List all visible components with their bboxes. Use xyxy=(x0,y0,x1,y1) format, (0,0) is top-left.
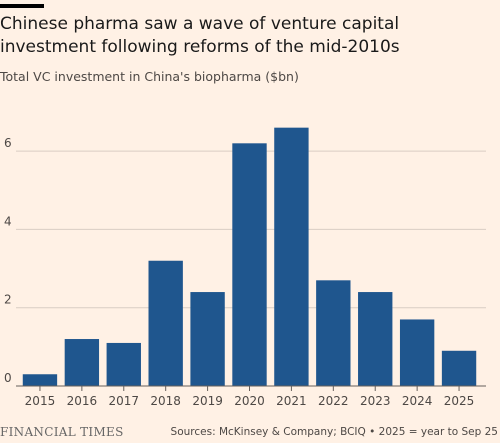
y-tick-label: 2 xyxy=(4,293,12,307)
chart-subtitle: Total VC investment in China's biopharma… xyxy=(0,69,299,84)
x-tick-label: 2016 xyxy=(67,394,98,408)
bar xyxy=(64,339,100,386)
x-tick-label: 2020 xyxy=(234,394,265,408)
bar xyxy=(190,292,225,386)
bar xyxy=(441,350,477,386)
x-tick-label: 2018 xyxy=(150,394,181,408)
x-tick-label: 2024 xyxy=(402,394,433,408)
bar xyxy=(358,292,393,386)
y-tick-label: 4 xyxy=(4,214,12,228)
x-tick-label: 2021 xyxy=(276,394,307,408)
source-note: Sources: McKinsey & Company; BCIQ • 2025… xyxy=(170,426,498,438)
y-tick-label: 6 xyxy=(4,136,12,150)
bar xyxy=(316,280,351,386)
x-tick-label: 2017 xyxy=(108,394,139,408)
y-tick-label: 0 xyxy=(4,371,12,385)
ft-bar xyxy=(0,4,44,8)
bar xyxy=(22,374,58,386)
x-tick-label: 2022 xyxy=(318,394,349,408)
x-tick-label: 2025 xyxy=(444,394,475,408)
bar xyxy=(106,342,141,386)
bar xyxy=(148,260,183,386)
x-tick-label: 2015 xyxy=(25,394,56,408)
brand: FINANCIAL TIMES xyxy=(0,425,124,439)
bar xyxy=(274,127,309,387)
bar xyxy=(232,143,267,386)
chart-title: Chinese pharma saw a wave of venture cap… xyxy=(0,14,400,57)
bar xyxy=(399,319,435,386)
x-tick-label: 2023 xyxy=(360,394,391,408)
x-tick-label: 2019 xyxy=(192,394,223,408)
